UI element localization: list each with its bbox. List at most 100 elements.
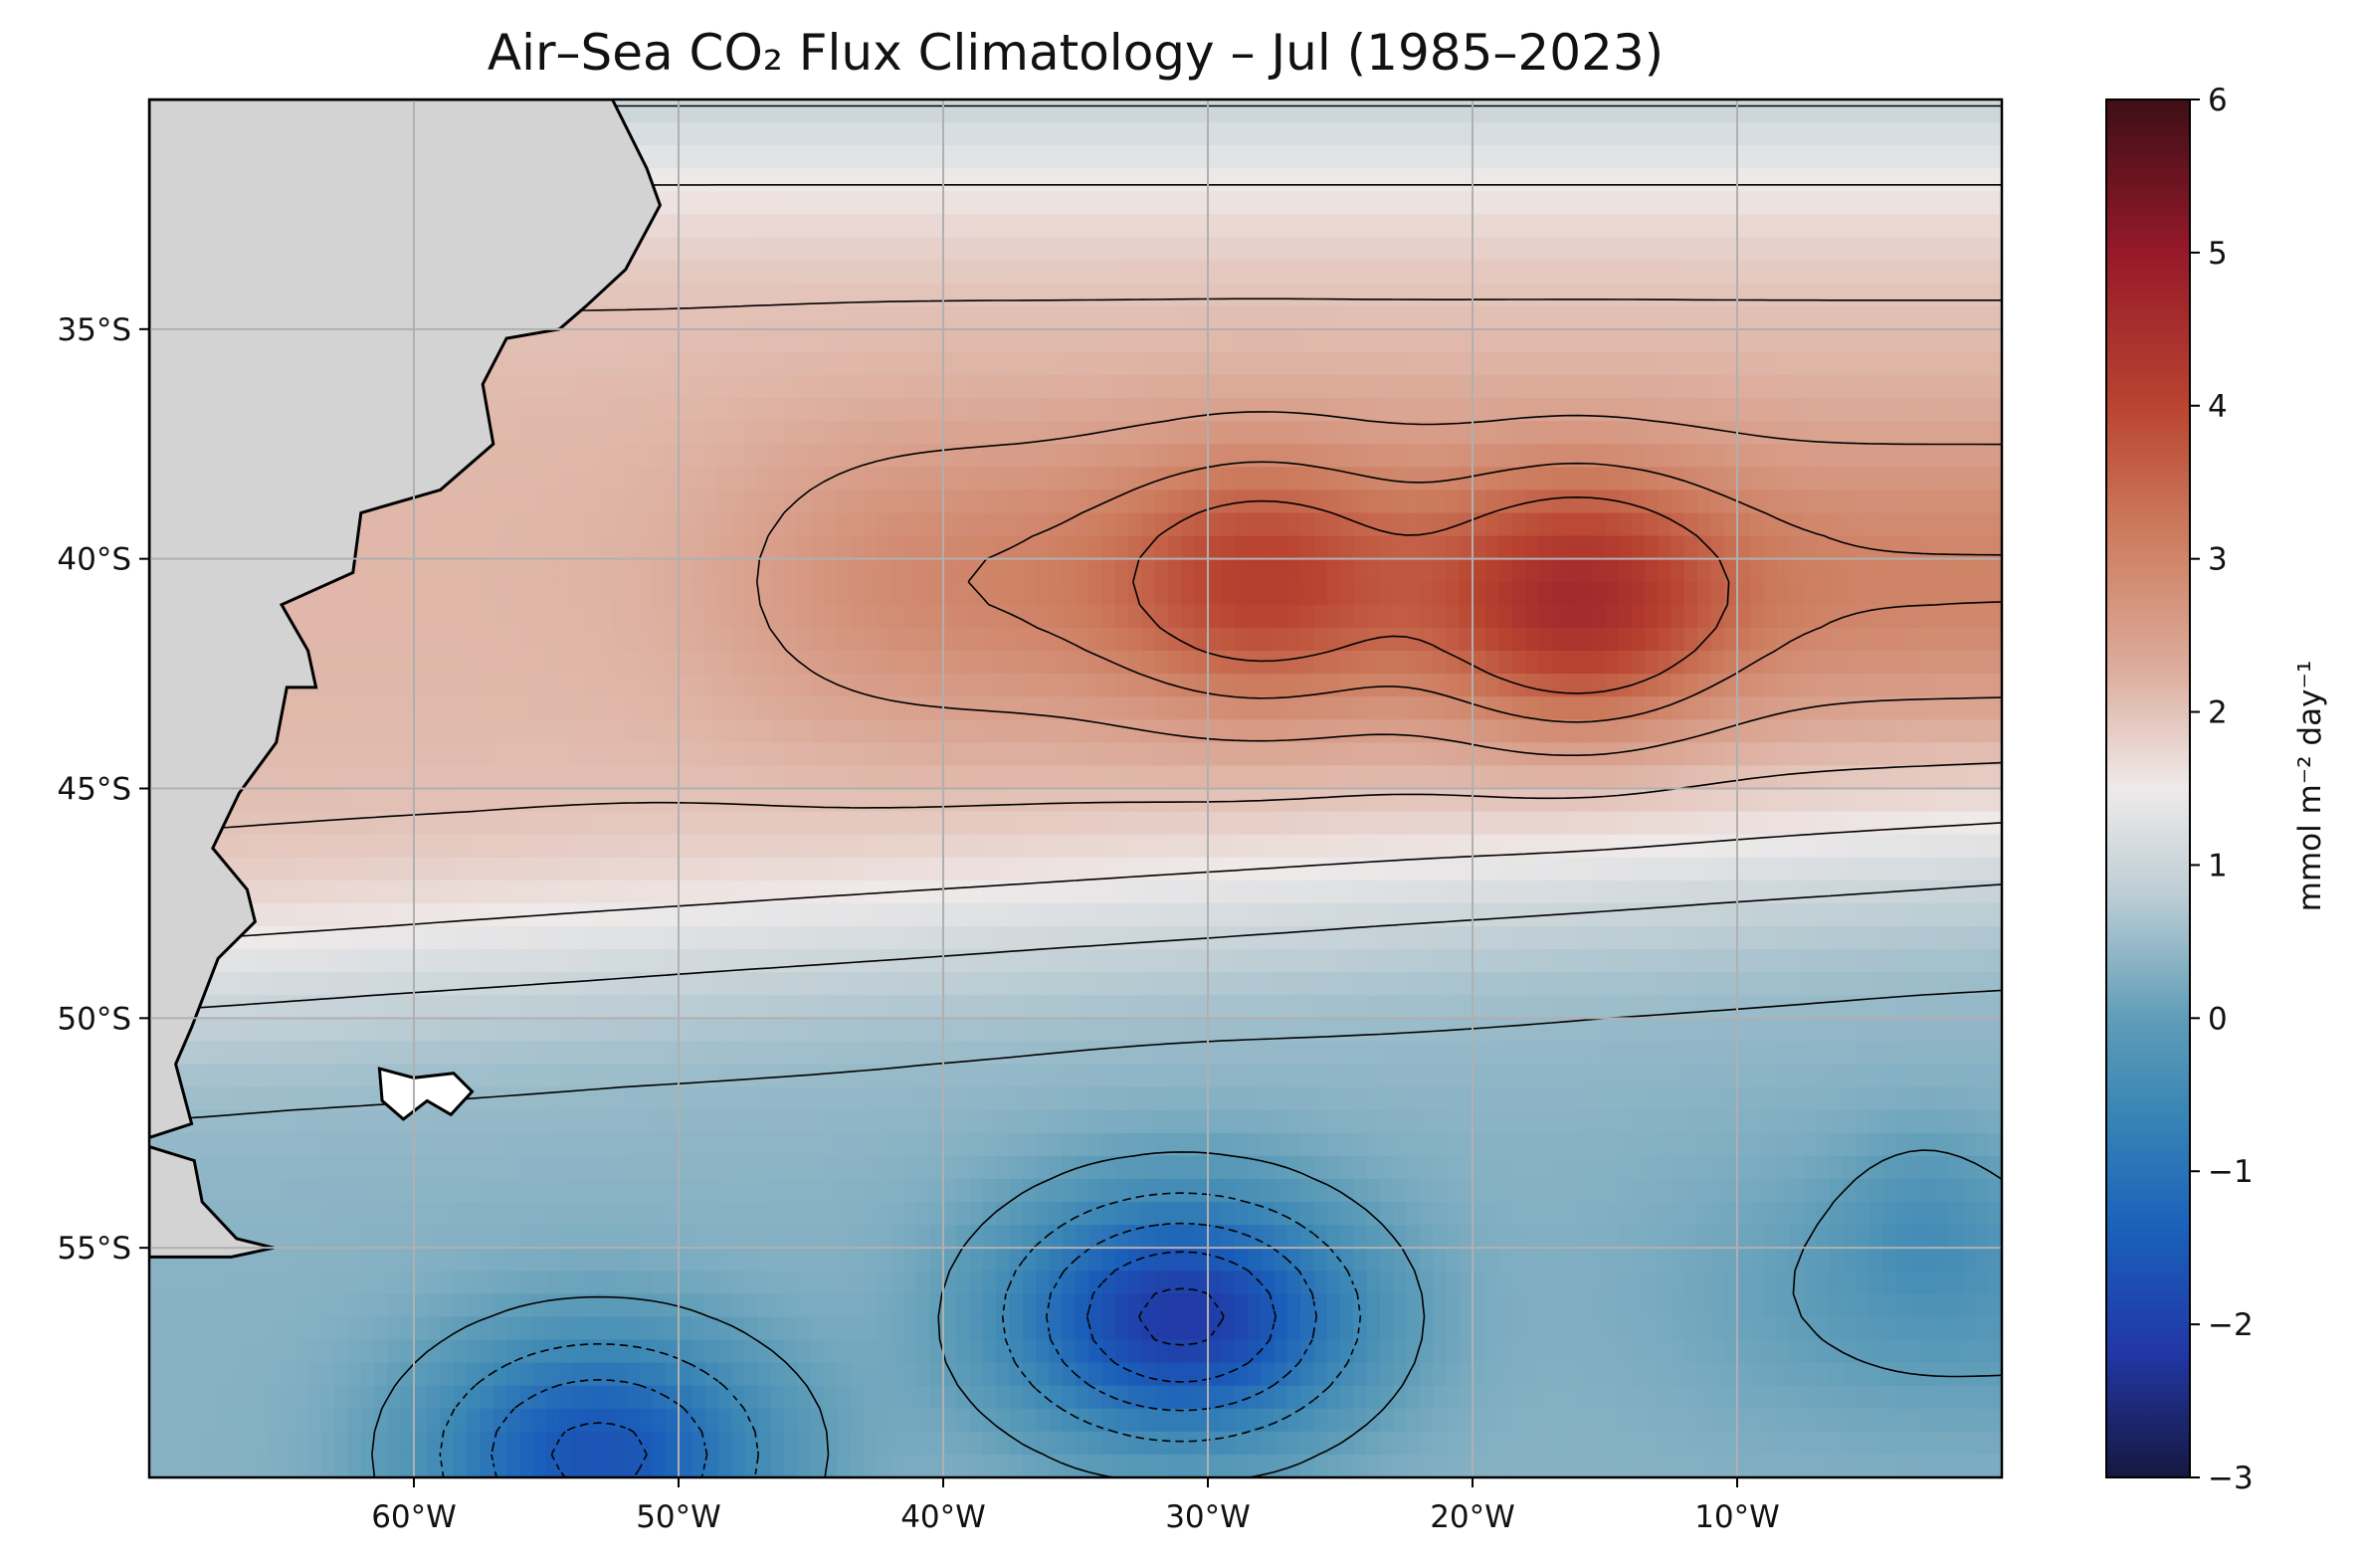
field-cell [1710, 145, 1725, 169]
field-cell [1737, 765, 1751, 790]
field-cell [1591, 398, 1606, 422]
field-cell [1750, 214, 1765, 239]
field-cell [268, 788, 283, 813]
field-cell [1406, 512, 1421, 537]
field-cell [731, 490, 746, 514]
field-cell [1036, 742, 1050, 766]
field-cell [1406, 191, 1421, 215]
field-cell [811, 122, 825, 146]
field-cell [1485, 651, 1500, 675]
field-cell [1578, 558, 1593, 583]
field-cell [1168, 811, 1182, 836]
field-cell [704, 375, 719, 399]
field-cell [1750, 696, 1765, 720]
field-cell [1379, 581, 1394, 606]
field-cell [771, 421, 785, 445]
field-cell [1154, 168, 1169, 192]
field-cell [1234, 558, 1249, 583]
field-cell [704, 490, 719, 514]
field-cell [824, 490, 839, 514]
field-cell [1882, 604, 1897, 629]
field-cell [467, 535, 482, 560]
field-cell [1049, 99, 1064, 123]
field-cell [943, 765, 957, 790]
field-cell [1697, 467, 1711, 490]
field-cell [1830, 237, 1844, 262]
field-cell [665, 375, 680, 399]
field-cell [1234, 444, 1249, 468]
field-cell [1631, 651, 1646, 675]
field-cell [1433, 398, 1447, 422]
field-cell [1036, 305, 1050, 330]
field-cell [1591, 260, 1606, 285]
field-cell [1882, 375, 1897, 399]
field-cell [717, 260, 732, 285]
field-cell [1274, 880, 1288, 904]
field-cell [1036, 237, 1050, 262]
field-cell [282, 902, 295, 927]
field-cell [1221, 283, 1236, 307]
field-cell [1498, 788, 1513, 813]
field-cell [1326, 237, 1341, 262]
field-cell [1485, 328, 1500, 353]
field-cell [916, 467, 931, 490]
field-cell [1036, 834, 1050, 859]
field-cell [519, 857, 534, 882]
field-cell [744, 168, 759, 192]
field-cell [1446, 260, 1461, 285]
field-cell [1763, 512, 1778, 537]
field-cell [1830, 880, 1844, 904]
field-cell [1830, 558, 1844, 583]
field-cell [1353, 811, 1368, 836]
field-cell [1830, 512, 1844, 537]
field-cell [1353, 512, 1368, 537]
field-cell [1644, 283, 1659, 307]
field-cell [1261, 604, 1276, 629]
field-cell [1988, 283, 2002, 307]
field-cell [1326, 651, 1341, 675]
field-cell [1313, 122, 1328, 146]
field-cell [1088, 398, 1103, 422]
field-cell [374, 512, 388, 537]
field-cell [1538, 880, 1553, 904]
field-cell [837, 398, 852, 422]
field-cell [1168, 558, 1182, 583]
field-cell [652, 902, 667, 927]
field-cell [1076, 283, 1089, 307]
field-cell [1908, 99, 1923, 123]
field-cell [1062, 811, 1077, 836]
field-cell [1618, 398, 1633, 422]
field-cell [612, 696, 627, 720]
field-cell [1565, 122, 1579, 146]
field-cell [1101, 421, 1116, 445]
field-cell [453, 627, 468, 652]
field-cell [1485, 765, 1500, 790]
field-cell [492, 558, 507, 583]
field-cell [982, 122, 997, 146]
field-cell [744, 421, 759, 445]
field-cell [1366, 581, 1381, 606]
field-cell [717, 651, 732, 675]
field-cell [1261, 902, 1276, 927]
field-cell [744, 122, 759, 146]
field-cell [1036, 765, 1050, 790]
field-cell [1551, 880, 1566, 904]
field-cell [757, 283, 772, 307]
field-cell [1816, 742, 1831, 766]
field-cell [956, 811, 971, 836]
field-cell [956, 398, 971, 422]
field-cell [837, 696, 852, 720]
field-cell [784, 467, 799, 490]
field-cell [1723, 535, 1738, 560]
field-cell [1631, 834, 1646, 859]
field-cell [1511, 674, 1526, 697]
field-cell [811, 490, 825, 514]
field-cell [1843, 857, 1858, 882]
field-cell [1419, 351, 1434, 376]
field-cell [889, 558, 904, 583]
field-cell [744, 260, 759, 285]
field-cell [1353, 375, 1368, 399]
field-cell [837, 214, 852, 239]
field-cell [877, 283, 891, 307]
field-cell [1750, 834, 1765, 859]
